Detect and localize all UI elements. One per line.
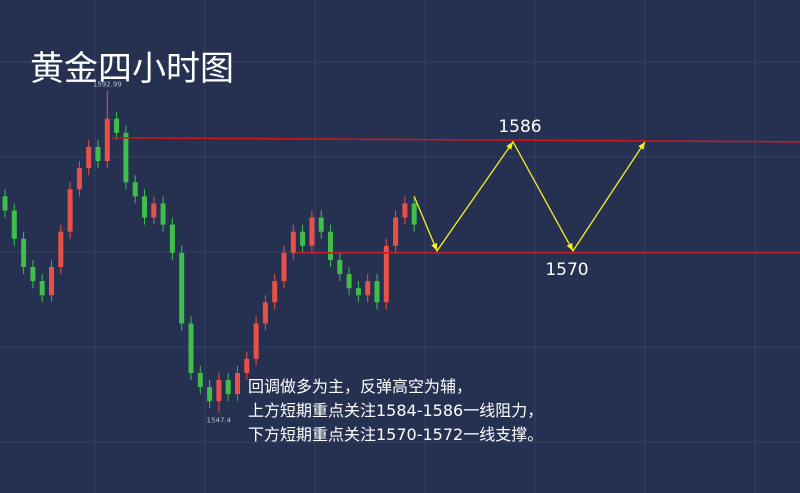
arrow-head — [638, 141, 645, 150]
arrow-head — [431, 242, 438, 251]
candle-body — [393, 217, 399, 246]
candle-body — [300, 231, 306, 246]
candle-body — [160, 203, 166, 225]
candle-body — [411, 203, 417, 225]
arrow-head — [566, 242, 573, 251]
candle-body — [216, 379, 222, 402]
candle-body — [207, 387, 213, 402]
candle-body — [346, 274, 352, 289]
note: 回调做多为主，反弹高空为辅， — [248, 377, 472, 396]
candle-body — [30, 266, 36, 282]
candle-body — [383, 245, 389, 303]
candle-body — [355, 288, 361, 296]
candle-body — [39, 281, 45, 296]
candle-body — [179, 252, 185, 324]
resistance-line — [111, 137, 800, 143]
arrow-head — [506, 141, 513, 150]
candle-body — [328, 231, 333, 260]
candle-body — [318, 217, 324, 232]
candle-body — [402, 203, 408, 218]
candle-body — [86, 146, 92, 169]
note: 上方短期重点关注1584-1586一线阻力， — [248, 401, 543, 420]
candle-body — [95, 146, 101, 162]
candle-body — [235, 372, 240, 395]
candle-body — [253, 323, 259, 359]
candle-body — [142, 196, 147, 218]
candle-body — [76, 168, 82, 190]
candle-body — [188, 323, 194, 373]
low-label: 1547.4 — [207, 416, 232, 424]
candle-body — [290, 231, 296, 253]
candle-body — [2, 196, 8, 211]
support-label: 1570 — [545, 260, 588, 280]
candle-body — [58, 231, 64, 267]
candle-body — [123, 132, 129, 183]
candle-body — [272, 281, 278, 303]
candle-body — [365, 281, 371, 296]
candle-body — [281, 252, 287, 282]
candle-body — [104, 118, 110, 162]
candle-body — [114, 118, 120, 133]
chart-title: 黄金四小时图 — [30, 49, 234, 89]
candle-body — [337, 259, 343, 275]
candle-body — [225, 379, 231, 395]
candle-body — [132, 182, 138, 197]
candle-body — [151, 203, 157, 218]
candle-body — [262, 302, 268, 324]
candle-body — [21, 238, 27, 267]
candle-body — [11, 210, 17, 239]
candle-body — [197, 372, 203, 388]
candle-body — [374, 281, 380, 303]
high-label: 1592.99 — [93, 80, 122, 88]
note: 下方短期重点关注1570-1572一线支撑。 — [248, 425, 543, 444]
candle-body — [169, 224, 175, 253]
resistance-label: 1586 — [498, 117, 541, 137]
candle-body — [49, 266, 54, 296]
candle-body — [244, 358, 250, 373]
forecast-path — [413, 140, 646, 253]
candle-body — [309, 217, 315, 246]
candle-body — [67, 189, 73, 232]
